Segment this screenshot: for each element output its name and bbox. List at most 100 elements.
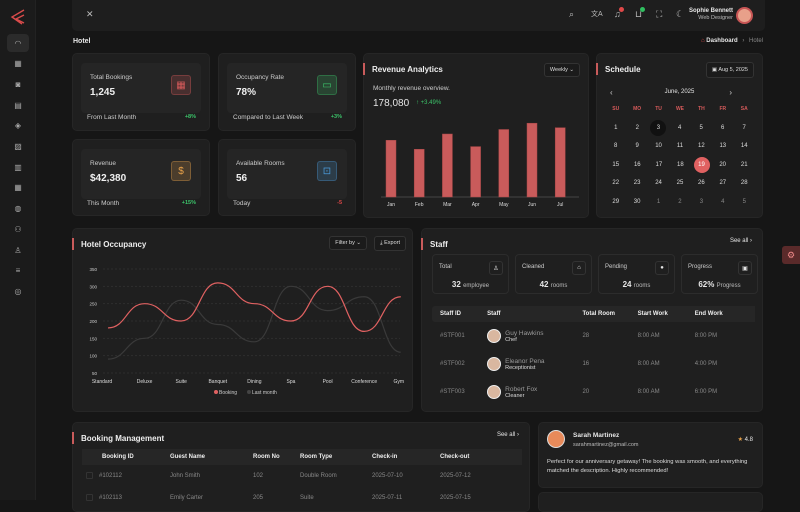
calendar-day[interactable]: 22 — [612, 180, 620, 187]
fullscreen-icon[interactable]: ⛶ — [656, 9, 663, 19]
calendar-day[interactable]: 28 — [740, 180, 748, 187]
sidebar-item-document[interactable]: ▥ — [7, 158, 29, 176]
sidebar-item-settings[interactable]: ◎ — [7, 282, 29, 300]
table-row[interactable]: #102112 John Smith 102 Double Room 2025-07-1… — [82, 465, 522, 487]
sidebar-item-book[interactable]: ▤ — [7, 96, 29, 114]
cart-icon[interactable]: ⊔ — [635, 7, 646, 20]
calendar-day[interactable]: 12 — [698, 143, 705, 150]
sidebar-item-image[interactable]: ▨ — [7, 138, 29, 156]
stat-note: Compared to Last Week — [233, 114, 303, 121]
period-select[interactable]: Weekly ⌄ — [543, 63, 580, 77]
stat-label: Revenue — [90, 160, 117, 167]
staff-role: Receptionist — [505, 364, 536, 371]
bell-icon[interactable]: ♫ — [614, 7, 624, 19]
calendar-day[interactable]: 26 — [698, 180, 705, 187]
calendar-day[interactable]: 13 — [719, 143, 727, 150]
staff-summary-pending: Pending ● 24 rooms — [598, 254, 675, 294]
bar-mar[interactable] — [442, 133, 453, 198]
calendar-day[interactable]: 11 — [676, 143, 684, 150]
search-icon[interactable]: ⌕ — [569, 9, 575, 19]
staff-name: Eleanor Pena — [505, 357, 545, 365]
sidebar-item-dashboard[interactable]: ◠ — [7, 34, 29, 52]
calendar-day[interactable]: 24 — [655, 180, 662, 187]
end-work: 4:00 PM — [694, 361, 718, 367]
moon-icon[interactable]: ☾ — [676, 9, 685, 19]
breadcrumb-dashboard[interactable]: Dashboard — [706, 38, 738, 44]
prev-month-icon[interactable]: ‹ — [610, 88, 613, 97]
calendar-day[interactable]: 8 — [614, 143, 618, 150]
bar-jul[interactable] — [554, 127, 566, 198]
calendar-day[interactable]: 4 — [677, 124, 682, 131]
y-tick-label: 50 — [92, 371, 98, 376]
bar-jun[interactable] — [526, 122, 538, 198]
revenue-bar-chart: Jan Feb Mar Apr May Jun Jul — [381, 122, 579, 208]
sidebar-item-list[interactable]: ≡ — [7, 262, 29, 280]
calendar-day[interactable]: 1 — [656, 198, 661, 205]
translate-icon[interactable]: 文A — [591, 11, 603, 18]
row-checkbox[interactable] — [86, 472, 93, 480]
booking-see-all[interactable]: See all › — [496, 432, 519, 438]
sidebar-item-globe[interactable]: ◍ — [7, 200, 29, 218]
filter-button[interactable]: Filter by ⌄ — [329, 236, 367, 250]
sidebar-item-users[interactable]: ⚇ — [7, 220, 29, 238]
rating-value: 4.8 — [744, 437, 753, 443]
calendar-day[interactable]: 14 — [740, 143, 748, 150]
stat-value: $42,380 — [90, 173, 127, 184]
calendar-day[interactable]: 20 — [719, 161, 727, 168]
table-row[interactable]: #STF002 Eleanor Pena Receptionist 16 8:00 AM… — [432, 350, 755, 378]
close-icon[interactable]: ✕ — [86, 9, 94, 19]
table-row[interactable]: #102113 Emily Carter 205 Suite 2025-07-11 202… — [82, 487, 522, 509]
date-value: Aug 5, 2025 — [718, 67, 748, 73]
date-picker[interactable]: ▣ Aug 5, 2025 — [705, 62, 754, 78]
bar-feb[interactable] — [413, 149, 425, 198]
table-row[interactable]: #STF001 Guy Hawkins Chef 28 8:00 AM 8:00 PM — [432, 322, 755, 350]
sidebar-item-table[interactable]: ▦ — [7, 179, 29, 197]
bar-apr[interactable] — [470, 146, 481, 198]
calendar-day[interactable]: 29 — [612, 198, 620, 205]
start-work: 8:00 AM — [637, 333, 660, 339]
calendar-day[interactable]: 3 — [650, 119, 667, 136]
calendar-day[interactable]: 18 — [677, 161, 684, 168]
calendar-day[interactable]: 2 — [635, 124, 639, 131]
bar-may[interactable] — [498, 129, 510, 198]
calendar-day[interactable]: 3 — [699, 198, 704, 205]
calendar-day[interactable]: 23 — [633, 180, 641, 187]
sidebar-item-apps[interactable]: ▦ — [7, 55, 29, 73]
calendar-day[interactable]: 25 — [676, 180, 684, 187]
sidebar-item-layers[interactable]: ◈ — [7, 117, 29, 135]
calendar-day[interactable]: 4 — [721, 198, 725, 205]
table-row[interactable]: #STF003 Robert Fox Cleaner 20 8:00 AM 6:00 PM — [432, 378, 755, 406]
calendar-day[interactable]: 1 — [614, 124, 618, 131]
settings-gear-icon[interactable]: ⚙ — [782, 246, 800, 264]
calendar-day[interactable]: 7 — [742, 124, 746, 131]
calendar-day[interactable]: 17 — [655, 161, 663, 168]
next-month-icon[interactable]: › — [729, 88, 732, 97]
calendar-day[interactable]: 27 — [719, 180, 727, 187]
stat-note: Today — [233, 200, 251, 207]
calendar-day[interactable]: 21 — [740, 161, 748, 168]
end-work: 6:00 PM — [694, 389, 718, 395]
calendar-day[interactable]: 6 — [721, 124, 725, 131]
home-icon: ⌂ — [701, 38, 705, 44]
sidebar-item-user[interactable]: ♙ — [7, 241, 29, 259]
export-button[interactable]: ⤓ Export — [374, 236, 406, 251]
user-menu[interactable]: Sophie Bennett Web Designer — [689, 8, 733, 21]
calendar-day[interactable]: 2 — [678, 198, 682, 205]
column-header: Booking ID — [82, 449, 170, 465]
booking-cell: 102 — [253, 473, 264, 479]
calendar-day[interactable]: 9 — [635, 143, 639, 150]
calendar-day[interactable]: 5 — [742, 198, 746, 205]
avatar[interactable] — [736, 7, 753, 24]
calendar-day[interactable]: 10 — [655, 143, 662, 150]
calendar-day[interactable]: 16 — [633, 161, 641, 168]
schedule-title: Schedule — [596, 63, 641, 75]
calendar-day[interactable]: 15 — [612, 161, 620, 168]
calendar-day[interactable]: 30 — [633, 198, 641, 205]
series-last-month — [107, 285, 401, 360]
calendar-day[interactable]: 5 — [699, 124, 703, 131]
calendar-day[interactable]: 19 — [693, 156, 710, 173]
sidebar-item-contacts[interactable]: ◙ — [7, 75, 29, 93]
staff-see-all[interactable]: See all › — [729, 238, 752, 244]
bar-jan[interactable] — [385, 140, 397, 198]
row-checkbox[interactable] — [86, 494, 93, 502]
